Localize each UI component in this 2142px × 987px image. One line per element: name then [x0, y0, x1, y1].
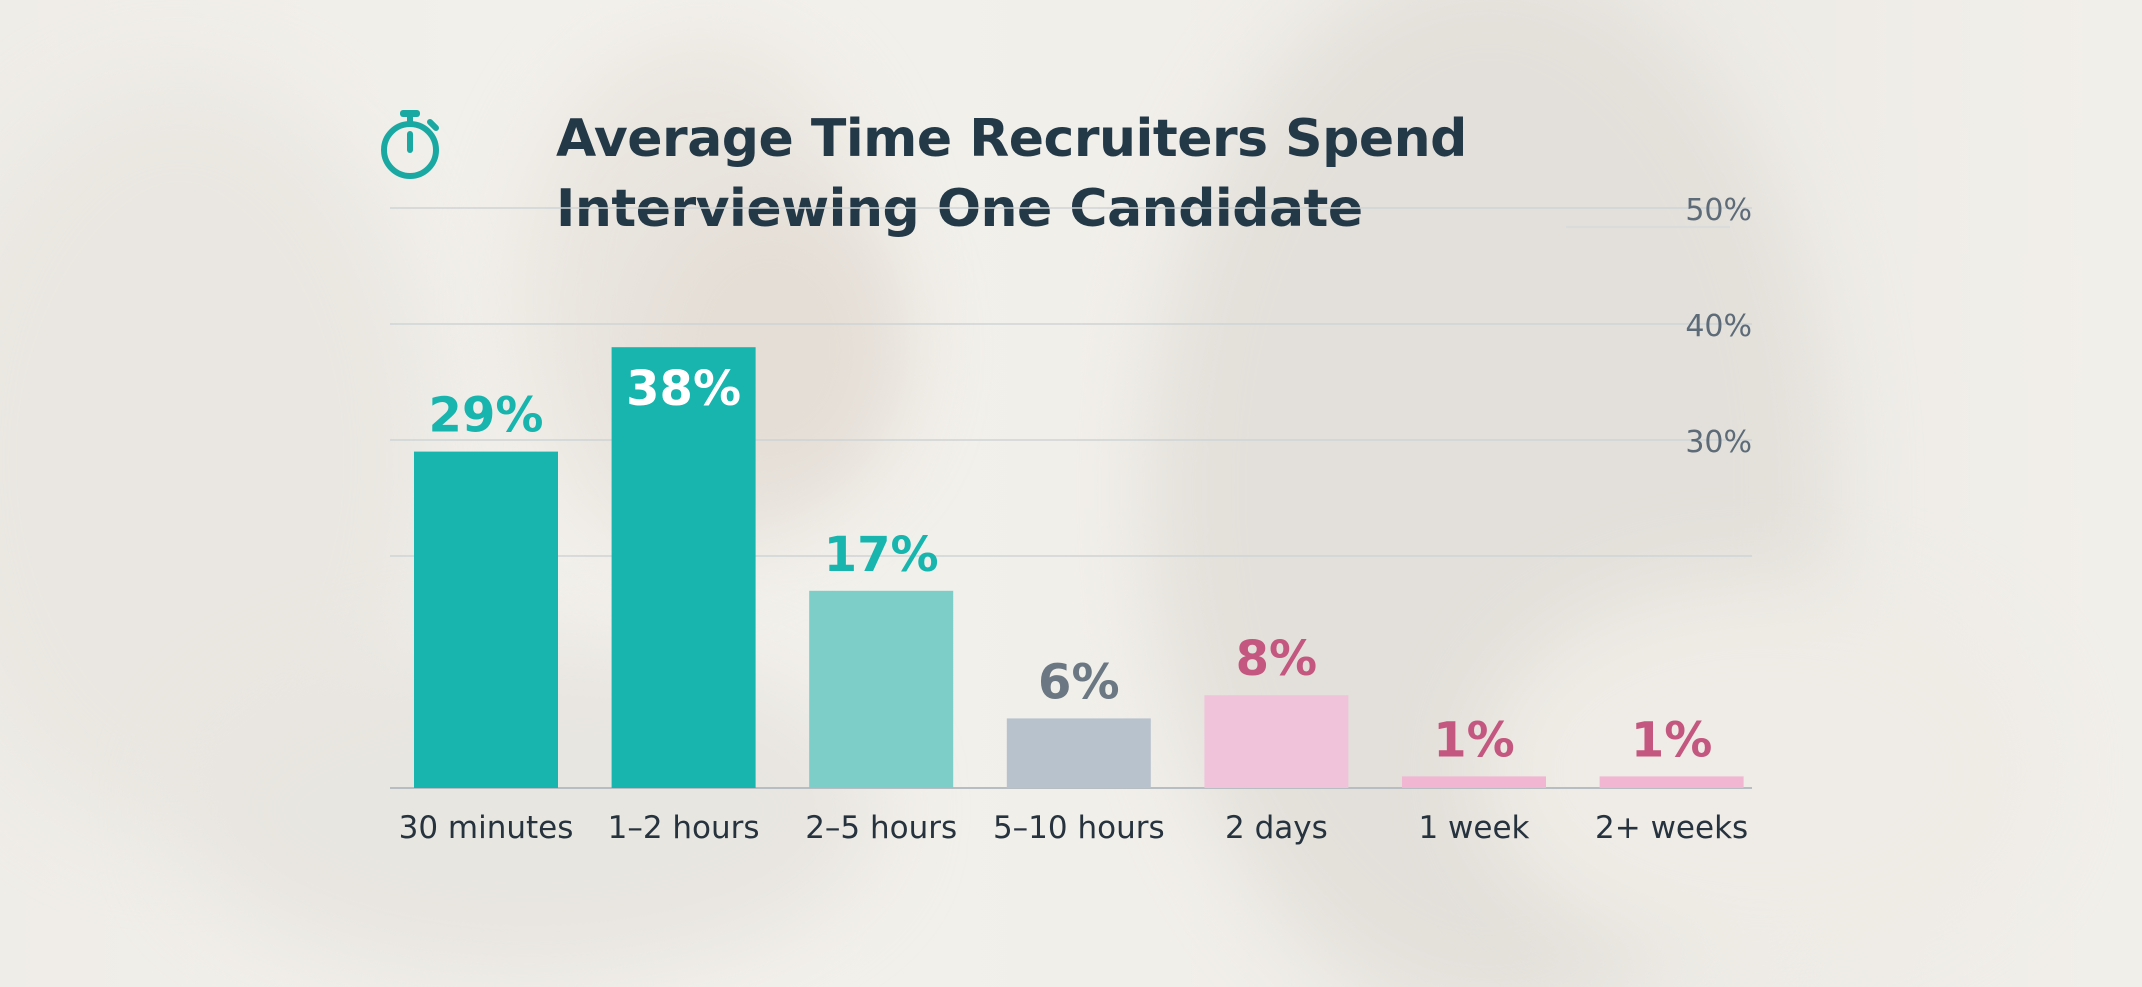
data-label: 1% — [1433, 712, 1515, 768]
x-tick-label: 2+ weeks — [1595, 810, 1748, 846]
data-label: 17% — [824, 527, 939, 583]
data-label: 38% — [626, 361, 741, 417]
bar — [1204, 695, 1349, 788]
x-tick-label: 30 minutes — [399, 810, 574, 846]
bar — [1006, 718, 1151, 788]
bar — [809, 590, 954, 788]
bar — [611, 347, 756, 788]
data-label: 6% — [1038, 654, 1120, 710]
chart-title-line-2: Interviewing One Candidate — [556, 179, 1363, 239]
chart-header: Average Time Recruiters Spend Interviewi… — [376, 104, 1467, 244]
data-label: 29% — [429, 388, 544, 444]
x-tick-label: 2 days — [1225, 810, 1328, 846]
bar — [414, 451, 558, 788]
data-label: 8% — [1236, 631, 1318, 687]
x-tick-label: 5–10 hours — [993, 810, 1165, 846]
x-tick-label: 1 week — [1418, 810, 1529, 846]
bar — [1599, 776, 1744, 788]
chart-title-line-1: Average Time Recruiters Spend — [556, 109, 1467, 169]
x-tick-label: 2–5 hours — [805, 810, 957, 846]
y-tick-label: 50% — [1685, 193, 1752, 228]
bar — [1402, 776, 1546, 788]
chart-title: Average Time Recruiters Spend Interviewi… — [556, 104, 1467, 244]
data-label: 1% — [1631, 712, 1713, 768]
y-tick-label: 40% — [1685, 309, 1752, 344]
y-tick-label: 30% — [1685, 425, 1752, 460]
stopwatch-icon — [381, 110, 439, 179]
x-tick-label: 1–2 hours — [608, 810, 760, 846]
